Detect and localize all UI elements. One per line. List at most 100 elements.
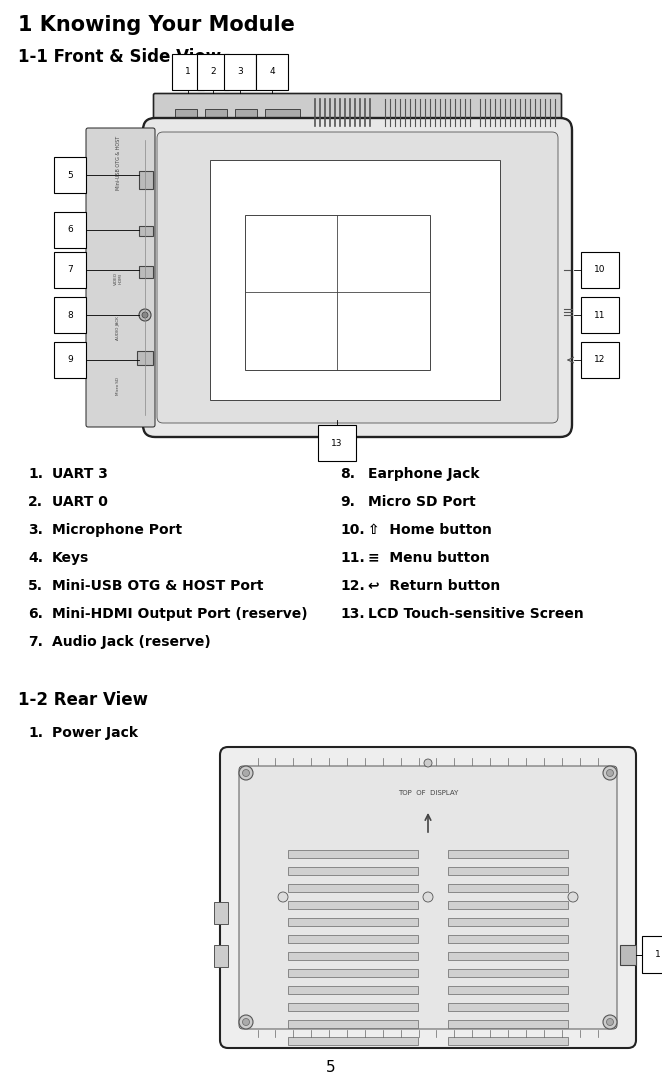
Text: 1: 1 (185, 68, 191, 76)
Text: Audio Jack (reserve): Audio Jack (reserve) (52, 635, 211, 649)
Text: 8.: 8. (340, 467, 355, 481)
Circle shape (568, 892, 578, 902)
Text: 3.: 3. (28, 524, 43, 538)
Bar (235, 109, 257, 125)
Text: 1.: 1. (28, 726, 43, 740)
Text: 7: 7 (67, 266, 73, 274)
Circle shape (139, 309, 151, 321)
Bar (210, 160, 500, 400)
Circle shape (423, 892, 433, 902)
Text: 13.: 13. (340, 607, 365, 621)
Circle shape (278, 892, 288, 902)
Circle shape (242, 770, 250, 776)
Bar (448, 868, 568, 875)
Bar (288, 969, 418, 977)
Bar (175, 109, 197, 125)
Text: 2.: 2. (28, 494, 43, 508)
Bar (214, 902, 228, 923)
Bar (448, 850, 568, 858)
Text: TOP  OF  DISPLAY: TOP OF DISPLAY (398, 790, 458, 796)
Text: 9.: 9. (340, 494, 355, 508)
Bar (448, 884, 568, 892)
Text: Mini-HDMI Output Port (reserve): Mini-HDMI Output Port (reserve) (52, 607, 308, 621)
Bar (288, 868, 418, 875)
Text: UART 0: UART 0 (52, 494, 108, 508)
Text: Mini-USB OTG & HOST Port: Mini-USB OTG & HOST Port (52, 579, 263, 593)
Text: Earphone Jack: Earphone Jack (368, 467, 479, 481)
FancyBboxPatch shape (239, 766, 617, 1029)
Bar (288, 901, 418, 909)
Text: Power Jack: Power Jack (52, 726, 138, 740)
Bar (237, 117, 255, 127)
Text: 9: 9 (67, 356, 73, 364)
Bar (448, 918, 568, 926)
Bar (207, 117, 225, 127)
Bar (288, 1003, 418, 1010)
Text: ⇧  Home button: ⇧ Home button (368, 524, 492, 538)
Text: 2: 2 (211, 68, 216, 76)
Bar (288, 935, 418, 943)
Bar (288, 884, 418, 892)
Text: 5.: 5. (28, 579, 43, 593)
Text: 10: 10 (594, 266, 606, 274)
Bar (139, 266, 153, 278)
FancyBboxPatch shape (220, 747, 636, 1048)
Bar (448, 935, 568, 943)
Text: 1 Knowing Your Module: 1 Knowing Your Module (18, 15, 295, 35)
FancyBboxPatch shape (157, 132, 558, 422)
Text: Keys: Keys (52, 551, 89, 565)
Circle shape (239, 766, 253, 780)
Bar (448, 901, 568, 909)
Bar (245, 215, 430, 370)
Bar (288, 918, 418, 926)
Text: Microphone Port: Microphone Port (52, 524, 182, 538)
Bar (288, 1037, 418, 1045)
Text: LCD Touch-sensitive Screen: LCD Touch-sensitive Screen (368, 607, 584, 621)
Text: 1-2 Rear View: 1-2 Rear View (18, 691, 148, 710)
Text: 10.: 10. (340, 524, 365, 538)
Bar (448, 1037, 568, 1045)
Bar (137, 352, 153, 366)
Bar (288, 986, 418, 994)
Text: UART 3: UART 3 (52, 467, 108, 481)
Bar (448, 969, 568, 977)
Text: VIDEO
HDMI: VIDEO HDMI (114, 272, 122, 285)
Text: 8: 8 (67, 311, 73, 319)
FancyBboxPatch shape (86, 128, 155, 427)
Text: 1: 1 (655, 950, 661, 959)
Text: 1.: 1. (28, 467, 43, 481)
Text: 4: 4 (269, 68, 275, 76)
Circle shape (239, 1015, 253, 1029)
FancyBboxPatch shape (143, 118, 572, 438)
Text: AUDIO JACK: AUDIO JACK (116, 316, 120, 340)
Bar (448, 952, 568, 960)
FancyBboxPatch shape (154, 94, 561, 131)
Circle shape (242, 1018, 250, 1026)
Bar (288, 952, 418, 960)
Text: 11.: 11. (340, 551, 365, 565)
Text: Mini-USB OTG & HOST: Mini-USB OTG & HOST (115, 135, 120, 190)
Bar (620, 945, 636, 964)
Bar (177, 117, 195, 127)
Circle shape (606, 1018, 614, 1026)
Text: 1-1 Front & Side View: 1-1 Front & Side View (18, 48, 221, 66)
Text: ≡  Menu button: ≡ Menu button (368, 551, 490, 565)
Text: 7.: 7. (28, 635, 43, 649)
Circle shape (603, 766, 617, 780)
Text: 5: 5 (67, 171, 73, 180)
Text: ↩  Return button: ↩ Return button (368, 579, 500, 593)
Text: Micro SD: Micro SD (116, 377, 120, 395)
Text: Micro SD Port: Micro SD Port (368, 494, 476, 508)
Bar (265, 109, 300, 125)
Circle shape (606, 770, 614, 776)
Text: 6: 6 (67, 226, 73, 234)
Bar (448, 1003, 568, 1010)
Bar (288, 1020, 418, 1028)
Bar (139, 226, 153, 236)
Text: 12.: 12. (340, 579, 365, 593)
Text: 11: 11 (594, 311, 606, 319)
Circle shape (424, 759, 432, 766)
Text: 6.: 6. (28, 607, 43, 621)
Text: 5: 5 (326, 1060, 336, 1075)
Bar (288, 850, 418, 858)
